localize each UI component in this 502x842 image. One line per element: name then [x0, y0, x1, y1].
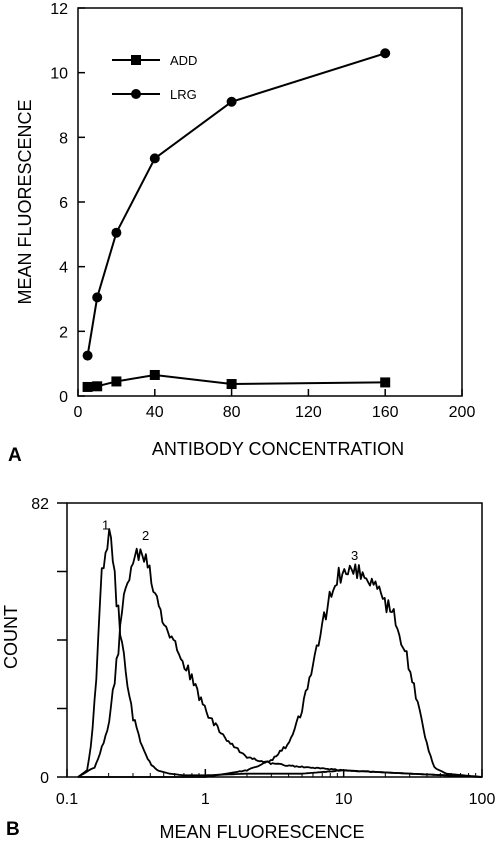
panel-b-x-tick-label: 1	[201, 791, 210, 808]
panel-a-point-lrg	[92, 292, 103, 303]
panel-a-x-tick-label: 120	[295, 404, 322, 421]
panel-a-point-add	[226, 379, 237, 390]
panel-b-y-axis-label: COUNT	[1, 605, 21, 669]
panel-b-x-tick-label: 100	[469, 791, 496, 808]
panel-a-legend: ADD LRG	[112, 53, 197, 102]
panel-a-point-add	[82, 381, 93, 392]
panel-b-x-axis-label: MEAN FLUORESCENCE	[159, 822, 364, 842]
panel-a-y-tick-label: 12	[50, 1, 68, 18]
panel-a-legend-marker-lrg	[131, 89, 141, 99]
panel-b-label: B	[6, 819, 20, 840]
panel-a-point-add	[92, 381, 103, 392]
panel-a-series	[82, 48, 391, 392]
panel-a-legend-label-add: ADD	[170, 53, 197, 68]
panel-a-point-add	[111, 376, 122, 387]
panel-a-point-lrg	[380, 48, 391, 59]
panel-a-x-tick-label: 40	[146, 404, 164, 421]
panel-b-histogram-3	[78, 563, 483, 778]
panel-a-x-axis-label: ANTIBODY CONCENTRATION	[152, 439, 404, 459]
panel-b-y-tick-label: 0	[40, 770, 49, 787]
panel-a-y-tick-label: 6	[59, 195, 68, 212]
panel-a-point-lrg	[226, 96, 237, 107]
panel-b-peak-label: 3	[351, 548, 358, 563]
panel-a-point-lrg	[82, 350, 93, 361]
panel-a-x-tick-label: 160	[372, 404, 399, 421]
panel-a-point-add	[380, 377, 391, 388]
panel-a-point-lrg	[111, 227, 122, 238]
panel-a-x-tick-label: 200	[449, 404, 476, 421]
panel-b-peak-label: 2	[142, 528, 149, 543]
panel-a-y-axis-label: MEAN FLUORESCENCE	[15, 99, 35, 304]
panel-a-x-tick-label: 0	[74, 404, 83, 421]
panel-a-series-line-lrg	[86, 52, 386, 356]
panel-b-x-tick-label: 10	[335, 791, 353, 808]
panel-a-point-lrg	[149, 153, 160, 164]
panel-a-plot-frame	[77, 7, 463, 397]
panel-b-histogram-1	[77, 528, 483, 778]
panel-a-chart: 0 40 80 120 160 200 0 2 4 6 8 10 12 ADD LRG ANTIBODY …	[8, 1, 475, 466]
panel-a-x-tick-label: 80	[223, 404, 241, 421]
panel-a-legend-marker-add	[131, 55, 141, 65]
panel-a-y-tick-label: 8	[59, 130, 68, 147]
panel-a-y-tick-label: 0	[59, 389, 68, 406]
panel-b-y-tick-label: 82	[31, 496, 49, 513]
panel-a-y-tick-label: 4	[59, 260, 68, 277]
panel-a-point-add	[149, 369, 160, 380]
panel-a-label: A	[8, 445, 22, 466]
panel-a-y-tick-label: 10	[50, 66, 68, 83]
panel-a-legend-label-lrg: LRG	[170, 87, 197, 102]
panel-a-axes: 0 40 80 120 160 200 0 2 4 6 8 10 12	[50, 1, 475, 421]
panel-b-chart: 0.1 1 10 100 0 82 1 2 3 MEAN FLUORESCENCE COUNT…	[1, 496, 495, 842]
panel-b-axes: 0.1 1 10 100 0 82	[31, 496, 495, 808]
panel-b-series	[77, 528, 483, 778]
panel-b-peak-label: 1	[102, 518, 109, 533]
panel-b-x-tick-label: 0.1	[56, 791, 78, 808]
panel-b-plot-frame	[66, 502, 483, 778]
panel-a-y-tick-label: 2	[59, 324, 68, 341]
panel-b-histogram-2	[77, 547, 483, 778]
panel-b-peak-labels: 1 2 3	[102, 518, 358, 563]
